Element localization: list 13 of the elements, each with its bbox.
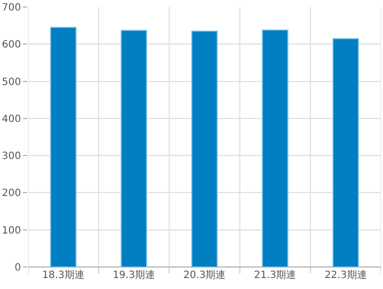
x-tick-label: 20.3期連 [183,269,226,281]
y-tick-label: 600 [2,40,21,51]
x-tick-label: 18.3期連 [42,269,84,281]
x-tick-label: 19.3期連 [112,269,156,281]
y-tick-label: 200 [2,188,21,200]
y-tick-label: 500 [2,76,21,88]
y-tick-label: 300 [2,151,21,162]
y-tick-label: 400 [2,114,21,125]
x-tick-label: 21.3期連 [254,269,296,281]
x-tick-label: 22.3期連 [324,269,367,281]
y-tick-label: 700 [2,2,21,14]
y-tick-label: 100 [2,225,21,236]
y-tick-label: 0 [14,262,21,274]
